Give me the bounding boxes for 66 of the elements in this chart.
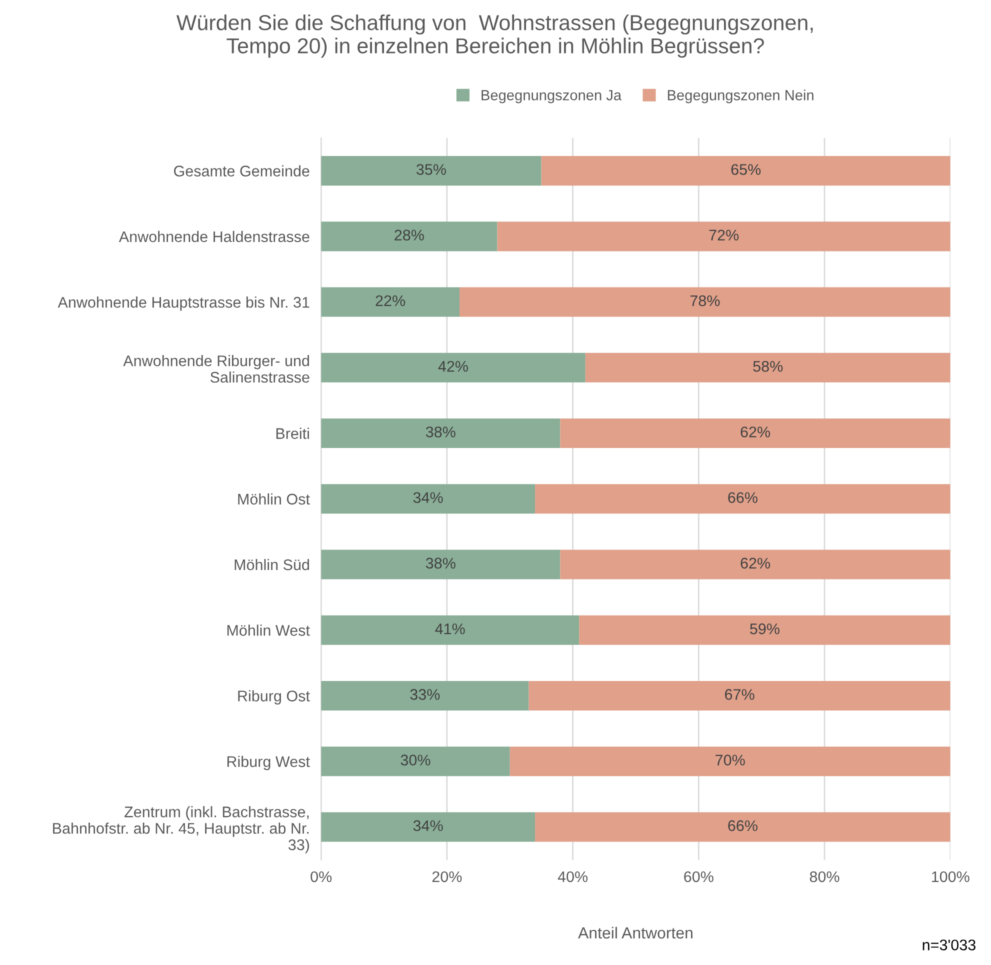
bar	[321, 746, 510, 776]
data-label: 62%	[740, 558, 770, 569]
y-tick-label: Möhlin Ost	[238, 493, 310, 505]
bar	[579, 615, 950, 645]
bar	[510, 746, 950, 776]
bar	[497, 222, 950, 252]
x-tick-label: 60%	[684, 871, 714, 882]
data-label: 38%	[426, 558, 456, 569]
legend-label: Begegnungszonen Ja	[482, 90, 622, 104]
y-tick-label: Anwohnende Haldenstrasse	[118, 230, 310, 242]
bar	[560, 550, 950, 580]
data-label: 28%	[394, 230, 424, 241]
bar	[321, 156, 542, 186]
y-tick-label: Möhlin Süd	[234, 558, 309, 570]
data-label: 72%	[709, 230, 739, 240]
x-tick-label: 40%	[558, 871, 588, 882]
data-label: 38%	[426, 426, 456, 438]
data-label: 35%	[416, 164, 446, 175]
data-label: 42%	[438, 360, 468, 372]
bar	[528, 681, 950, 711]
bar	[560, 418, 950, 448]
data-label: 70%	[716, 754, 745, 766]
bar	[321, 812, 536, 842]
x-tick-label: 80%	[810, 871, 840, 882]
y-tick-label: Anwohnende Riburger- und Salinenstrasse	[123, 355, 310, 383]
y-tick-label: Riburg West	[227, 756, 310, 770]
data-label: 33%	[410, 689, 440, 700]
data-label: 59%	[750, 623, 780, 634]
data-label: 34%	[413, 820, 443, 832]
data-label: 66%	[728, 820, 758, 832]
bar	[321, 681, 529, 711]
data-label: 67%	[725, 689, 754, 700]
y-tick-label: Anwohnende Hauptstrasse bis Nr. 31	[58, 296, 310, 311]
data-label: 65%	[731, 164, 761, 175]
data-label: 41%	[435, 623, 465, 634]
bar	[535, 484, 950, 514]
bar	[321, 615, 580, 645]
bar	[321, 418, 560, 448]
bar	[321, 222, 498, 252]
bar	[321, 287, 460, 317]
x-tick-label: 20%	[432, 871, 462, 882]
y-tick-label: Möhlin West	[227, 624, 310, 636]
legend-label: Begegungszonen Nein	[668, 90, 814, 104]
y-tick-label: Gesamte Gemeinde	[174, 165, 310, 176]
y-tick-label: Breiti	[276, 428, 309, 439]
data-label: 22%	[376, 295, 406, 306]
bar	[321, 352, 586, 382]
bar	[460, 287, 950, 317]
data-label: 78%	[690, 295, 720, 306]
data-label: 66%	[728, 492, 758, 504]
x-axis-title: Anteil Antworten	[578, 926, 692, 939]
text: n=3'033	[922, 940, 976, 950]
bar	[585, 352, 950, 382]
bar	[321, 484, 536, 514]
x-tick-label: 0%	[310, 871, 332, 882]
chart-title: Würden Sie die Schaffung von Wohnstrassen (Begegnungszonen, Tempo 20) in einzelnen Bereichen in Möhlin Begrüssen?	[176, 14, 813, 58]
x-tick-label: 100%	[932, 871, 970, 882]
bar	[535, 812, 950, 842]
data-label: 34%	[413, 492, 443, 504]
bar	[321, 550, 560, 580]
bar	[541, 156, 950, 186]
y-tick-label: Zentrum (inkl. Bachstrasse, Bahnhofstr. ab Nr. 45, Hauptstr. ab Nr. 33)	[53, 806, 310, 854]
y-tick-label: Riburg Ost	[238, 690, 310, 704]
data-label: 62%	[740, 426, 770, 438]
data-label: 58%	[753, 360, 783, 372]
data-label: 30%	[400, 754, 430, 766]
